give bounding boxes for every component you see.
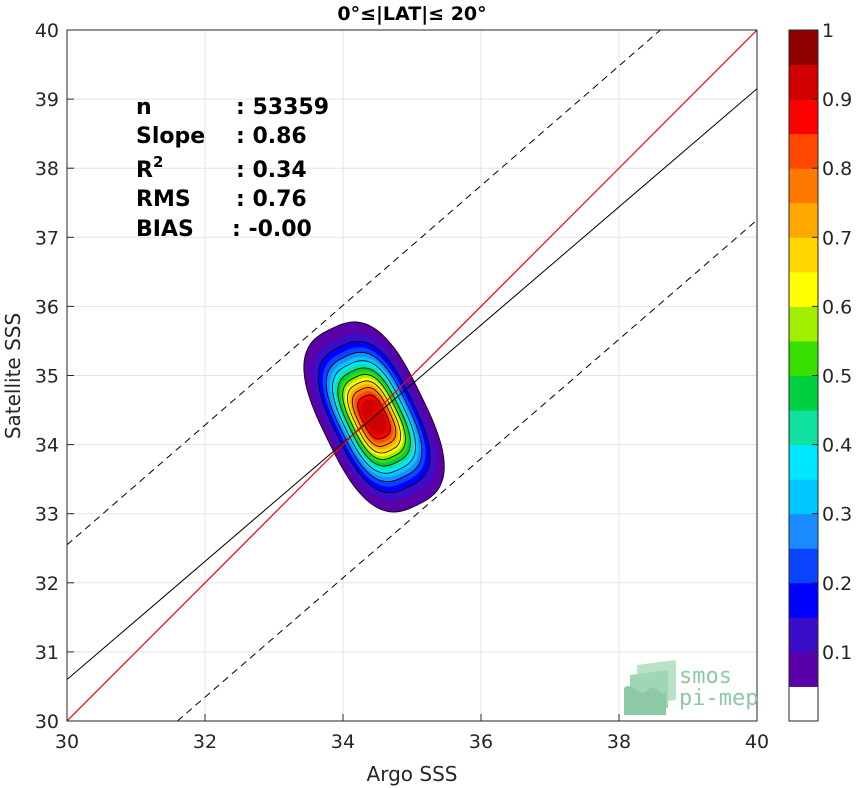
stat-label: n	[136, 95, 152, 120]
stat-value: : 0.86	[236, 124, 307, 149]
regression-line	[67, 88, 757, 680]
colorbar-tick-label: 0.5	[822, 366, 852, 388]
colorbar-segment	[789, 582, 818, 618]
colorbar-segment	[789, 133, 818, 169]
smos-pimep-logo: smos pi-mep	[624, 660, 758, 715]
y-tick-label: 40	[35, 20, 59, 42]
y-tick-label: 38	[35, 158, 59, 180]
y-tick-label: 34	[35, 435, 59, 457]
stat-superscript: 2	[153, 153, 163, 171]
stat-label: R	[136, 158, 153, 183]
stat-label: Slope	[136, 124, 205, 149]
colorbar-tick-label: 0.9	[822, 89, 852, 111]
colorbar-segment	[789, 168, 818, 204]
colorbar-segment	[789, 306, 818, 342]
logo-text-smos: smos	[679, 664, 732, 689]
colorbar-tick-label: 0.1	[822, 642, 852, 664]
y-tick-label: 31	[35, 642, 59, 664]
stat-name: R2	[136, 153, 163, 183]
x-tick-label: 38	[607, 731, 631, 753]
colorbar-segment	[789, 30, 818, 66]
colorbar: 0.1 0.2 0.3 0.4 0.5 0.6 0.7 0.8 0.9 1	[788, 20, 852, 722]
colorbar-tick-label: 0.8	[822, 158, 852, 180]
y-tick-label: 39	[35, 89, 59, 111]
stat-value: : -0.00	[232, 217, 312, 242]
identity-line	[67, 30, 757, 721]
colorbar-tick-label: 0.3	[822, 504, 852, 526]
colorbar-segment	[789, 271, 818, 307]
colorbar-tick-label: 0.2	[822, 573, 852, 595]
x-tick-label: 34	[331, 731, 355, 753]
colorbar-segment	[789, 479, 818, 515]
colorbar-segment	[789, 651, 818, 687]
stat-value: : 53359	[236, 95, 329, 120]
stat-name: RMS	[136, 187, 191, 212]
colorbar-segment	[789, 410, 818, 446]
colorbar-segment	[789, 375, 818, 411]
logo-text-pimep: pi-mep	[679, 686, 758, 711]
x-tick-label: 32	[193, 731, 217, 753]
colorbar-segment	[789, 548, 818, 584]
colorbar-tick-label: 0.7	[822, 227, 852, 249]
stat-name: BIAS	[136, 217, 194, 242]
stat-name: n	[136, 95, 152, 120]
stat-value: : 0.34	[236, 158, 307, 183]
x-tick-label: 40	[745, 731, 769, 753]
colorbar-tick-label: 1	[822, 20, 834, 42]
envelope-dashed-line	[177, 219, 757, 721]
x-tick-label: 30	[55, 731, 79, 753]
colorbar-segment	[789, 686, 818, 722]
y-axis-label: Satellite SSS	[1, 313, 25, 439]
x-tick-label: 36	[469, 731, 493, 753]
colorbar-segment	[789, 617, 818, 653]
stat-value: : 0.76	[236, 187, 307, 212]
colorbar-tick-label: 0.6	[822, 296, 852, 318]
y-tick-label: 32	[35, 573, 59, 595]
stats-box: n : 53359 Slope : 0.86 R2 : 0.34 RMS : 0.76 BIAS…	[136, 95, 329, 242]
logo-waves-icon	[624, 660, 676, 715]
stat-label: RMS	[136, 187, 191, 212]
envelope-dashed-line	[67, 30, 661, 546]
y-tick-label: 33	[35, 504, 59, 526]
colorbar-tick-label: 0.4	[822, 435, 852, 457]
colorbar-segment	[789, 202, 818, 238]
y-tick-label: 35	[35, 366, 59, 388]
y-axis: 30 31 32 33 34 35 36 37 38 39 40	[35, 20, 74, 733]
colorbar-segment	[789, 340, 818, 376]
stat-label: BIAS	[136, 217, 194, 242]
x-axis-label: Argo SSS	[367, 762, 458, 786]
y-tick-label: 36	[35, 296, 59, 318]
colorbar-segment	[789, 64, 818, 100]
colorbar-segment	[789, 237, 818, 273]
colorbar-segment	[789, 513, 818, 549]
chart-title: 0°≤|LAT|≤ 20°	[337, 3, 486, 25]
colorbar-segment	[789, 99, 818, 135]
y-tick-label: 37	[35, 227, 59, 249]
reference-lines	[67, 30, 757, 721]
colorbar-segment	[789, 444, 818, 480]
x-axis: 30 32 34 36 38 40	[55, 714, 769, 753]
y-tick-label: 30	[35, 711, 59, 733]
stat-name: Slope	[136, 124, 205, 149]
